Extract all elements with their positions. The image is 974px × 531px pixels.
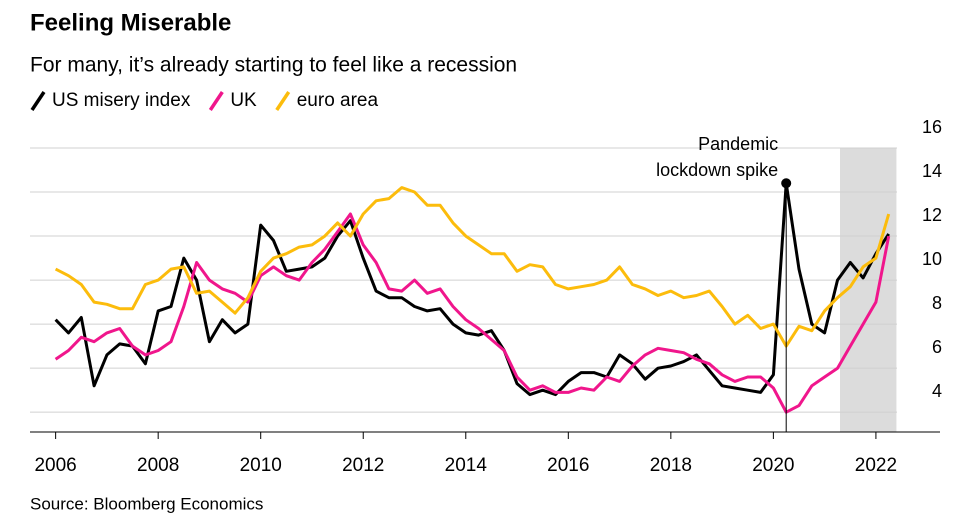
x-tick-label: 2008	[137, 455, 179, 476]
x-tick-label: 2012	[342, 455, 384, 476]
series-line	[54, 181, 890, 397]
source: Source: Bloomberg Economics	[30, 494, 263, 513]
annotation-text: Pandemic	[698, 134, 778, 154]
series-line	[54, 186, 891, 348]
highlight-band	[840, 148, 897, 432]
series-line	[54, 212, 891, 414]
legend-label: US misery index	[52, 90, 191, 111]
x-tick-label: 2022	[855, 455, 897, 476]
x-tick-label: 2006	[34, 455, 76, 476]
x-tick-label: 2010	[240, 455, 282, 476]
legend-label: euro area	[297, 90, 379, 111]
y-tick-label: 4	[932, 381, 942, 401]
y-tick-label: 14	[922, 161, 942, 181]
x-tick-label: 2014	[445, 455, 488, 476]
y-tick-label: 10	[922, 249, 942, 269]
y-tick-label: 6	[932, 337, 942, 357]
legend-swatch	[30, 91, 46, 111]
y-tick-label: 8	[932, 293, 942, 313]
annotation-dot	[781, 178, 792, 189]
legend-swatch	[208, 91, 224, 111]
chart-subtitle: For many, it’s already starting to feel …	[30, 54, 517, 77]
x-tick-label: 2018	[650, 455, 692, 476]
y-tick-label: 12	[922, 205, 942, 225]
x-tick-label: 2016	[547, 455, 589, 476]
chart-title: Feeling Miserable	[30, 9, 231, 36]
annotation-text: lockdown spike	[656, 160, 778, 180]
x-tick-label: 2020	[752, 455, 794, 476]
y-tick-label: 16	[922, 117, 942, 137]
legend-label: UK	[230, 90, 257, 111]
legend-swatch	[275, 91, 291, 111]
